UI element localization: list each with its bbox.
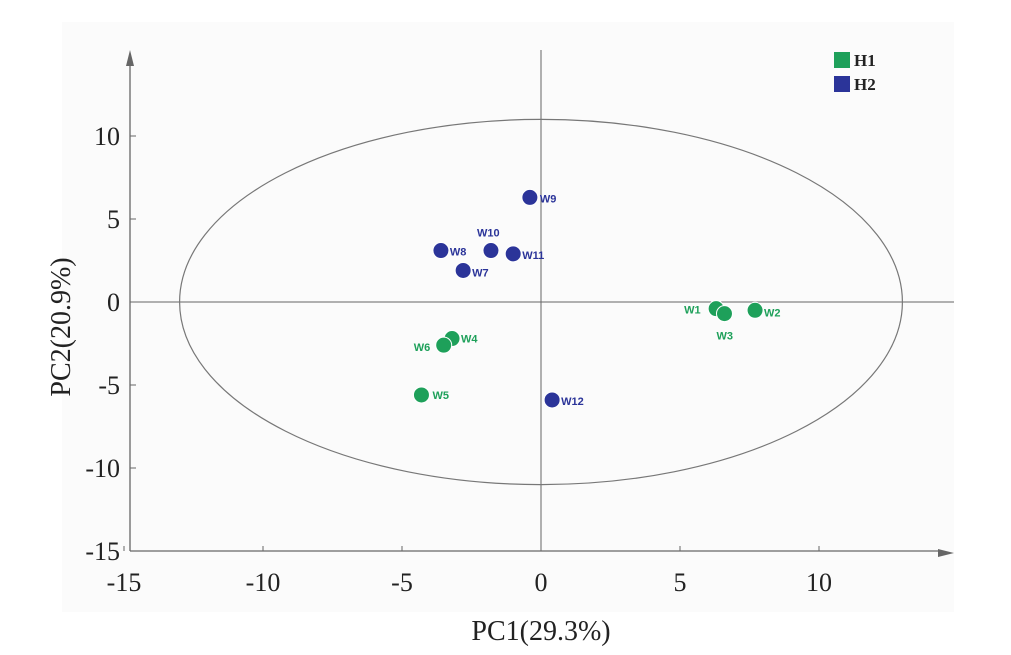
data-point-w3 bbox=[715, 305, 733, 323]
point-label-w7: W7 bbox=[472, 267, 489, 279]
x-axis-title: PC1(29.3%) bbox=[471, 616, 610, 647]
point-label-w4: W4 bbox=[461, 334, 478, 346]
legend-label-h2: H2 bbox=[854, 75, 876, 94]
point-label-w12: W12 bbox=[561, 396, 584, 408]
data-point-w5 bbox=[412, 386, 430, 404]
data-point-w11 bbox=[504, 245, 522, 263]
point-label-w2: W2 bbox=[764, 307, 781, 319]
y-axis-arrow bbox=[126, 50, 134, 66]
x-tick-label: -5 bbox=[391, 568, 413, 597]
x-tick-label: 0 bbox=[535, 568, 548, 597]
y-tick-label: -5 bbox=[98, 371, 120, 400]
point-label-w3: W3 bbox=[716, 331, 733, 343]
data-point-w8 bbox=[432, 242, 450, 260]
x-tick-label: -10 bbox=[246, 568, 281, 597]
data-point-w7 bbox=[454, 261, 472, 279]
data-point-w9 bbox=[521, 188, 539, 206]
point-label-w9: W9 bbox=[540, 193, 557, 205]
data-point-w2 bbox=[746, 301, 764, 319]
y-tick-label: -10 bbox=[85, 454, 120, 483]
x-tick-label: 10 bbox=[806, 568, 832, 597]
point-label-w10: W10 bbox=[477, 228, 500, 240]
point-label-w8: W8 bbox=[450, 247, 467, 259]
point-label-w6: W6 bbox=[414, 342, 431, 354]
point-label-w5: W5 bbox=[432, 390, 449, 402]
plot-background bbox=[62, 22, 954, 612]
y-tick-label: 0 bbox=[107, 288, 120, 317]
y-tick-label: 5 bbox=[107, 205, 120, 234]
point-label-w1: W1 bbox=[684, 305, 701, 317]
y-tick-label: 10 bbox=[94, 122, 120, 151]
point-label-w11: W11 bbox=[522, 250, 544, 262]
y-axis-title: PC2(20.9%) bbox=[46, 257, 77, 396]
x-axis-arrow bbox=[938, 549, 954, 557]
data-point-w10 bbox=[482, 242, 500, 260]
confidence-ellipse bbox=[179, 118, 903, 486]
data-point-w12 bbox=[543, 391, 561, 409]
data-point-w6 bbox=[435, 336, 453, 354]
y-tick-label: -15 bbox=[85, 537, 120, 566]
legend-swatch-h1 bbox=[834, 52, 850, 68]
legend-swatch-h2 bbox=[834, 76, 850, 92]
x-tick-label: 5 bbox=[674, 568, 687, 597]
legend-label-h1: H1 bbox=[854, 51, 876, 70]
x-tick-label: -15 bbox=[107, 568, 142, 597]
